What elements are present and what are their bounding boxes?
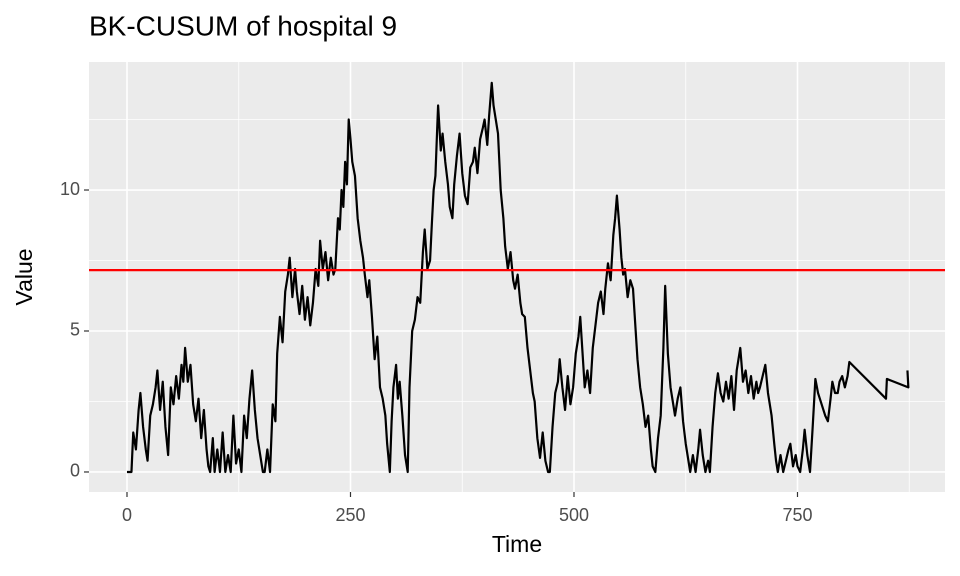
data-line	[126, 81, 910, 474]
marks	[89, 81, 945, 474]
x-tick-label: 0	[122, 505, 132, 525]
x-tick-label: 750	[782, 505, 812, 525]
x-axis-title: Time	[492, 531, 542, 557]
y-tick-label: 0	[70, 461, 80, 481]
x-tick-label: 250	[335, 505, 365, 525]
axes: 0 250 500 750 0 5 10	[60, 179, 813, 525]
y-tick-label: 10	[60, 179, 80, 199]
y-axis-title: Value	[11, 248, 37, 305]
y-tick-label: 5	[70, 320, 80, 340]
x-tick-label: 500	[559, 505, 589, 525]
chart-title: BK-CUSUM of hospital 9	[89, 10, 397, 41]
